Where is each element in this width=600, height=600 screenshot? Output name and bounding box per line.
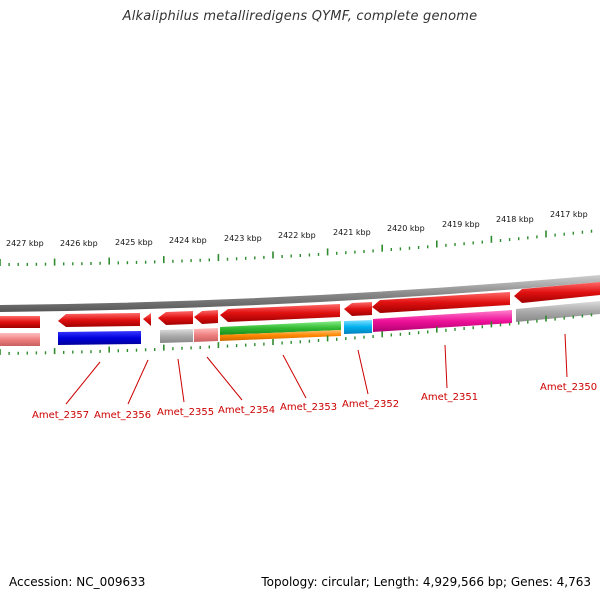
gene-arrow[interactable] [514, 282, 600, 303]
scale-label: 2418 kbp [496, 215, 534, 224]
gene-label[interactable]: Amet_2351 [421, 392, 478, 403]
leader-line [65, 361, 101, 405]
gene-label[interactable]: Amet_2350 [540, 382, 597, 393]
leader-line [564, 333, 568, 378]
gene-arrow[interactable] [0, 316, 40, 328]
map-title: Alkaliphilus metalliredigens QYMF, compl… [122, 9, 478, 24]
leader-line [444, 344, 448, 389]
gene-arrow[interactable] [344, 302, 372, 316]
reverse-strand [0, 301, 600, 346]
inner-ticks [0, 313, 593, 355]
accession-text: Accession: NC_009633 [9, 575, 146, 589]
leader-line [206, 356, 243, 401]
scale-label: 2417 kbp [550, 210, 588, 219]
gene-block[interactable] [344, 320, 372, 334]
forward-strand [0, 282, 600, 328]
gene-block[interactable] [220, 321, 341, 335]
gene-leaders [65, 333, 568, 405]
leader-line [127, 359, 149, 405]
gene-arrow[interactable] [220, 304, 340, 322]
scale-label: 2422 kbp [278, 231, 316, 240]
scale-label: 2424 kbp [169, 236, 207, 245]
gene-block[interactable] [0, 333, 40, 346]
leader-line [177, 358, 185, 403]
gene-arrow[interactable] [372, 292, 510, 313]
scale-label: 2423 kbp [224, 234, 262, 243]
scale-label: 2421 kbp [333, 228, 371, 237]
gene-label[interactable]: Amet_2355 [157, 407, 214, 418]
gene-block[interactable] [160, 329, 193, 343]
gene-arrow[interactable] [194, 310, 218, 324]
scale-label: 2419 kbp [442, 220, 480, 229]
gene-label[interactable]: Amet_2352 [342, 399, 399, 410]
scale-label: 2427 kbp [6, 239, 44, 248]
leader-line [282, 354, 307, 399]
gene-block[interactable] [194, 328, 218, 342]
scale-label: 2420 kbp [387, 224, 425, 233]
gene-label[interactable]: Amet_2354 [218, 405, 275, 416]
scale-label: 2425 kbp [115, 238, 153, 247]
gene-label[interactable]: Amet_2353 [280, 402, 337, 413]
gene-block[interactable] [516, 301, 600, 322]
gene-arrow[interactable] [58, 313, 140, 327]
genome-summary: Topology: circular; Length: 4,929,566 bp… [261, 575, 591, 589]
gene-block[interactable] [220, 330, 341, 341]
gene-arrow[interactable] [143, 313, 151, 326]
gene-labels: Amet_2357 Amet_2356 Amet_2355 Amet_2354 … [32, 382, 597, 421]
scale-ticks [0, 229, 593, 266]
scale-labels: 2427 kbp 2426 kbp 2425 kbp 2424 kbp 2423… [6, 210, 588, 248]
genome-backbone [0, 275, 600, 312]
gene-block[interactable] [373, 310, 512, 332]
gene-arrow[interactable] [158, 311, 193, 325]
scale-label: 2426 kbp [60, 239, 98, 248]
gene-label[interactable]: Amet_2357 [32, 410, 89, 421]
gene-block[interactable] [58, 331, 141, 345]
gene-label[interactable]: Amet_2356 [94, 410, 151, 421]
leader-line [357, 349, 369, 395]
